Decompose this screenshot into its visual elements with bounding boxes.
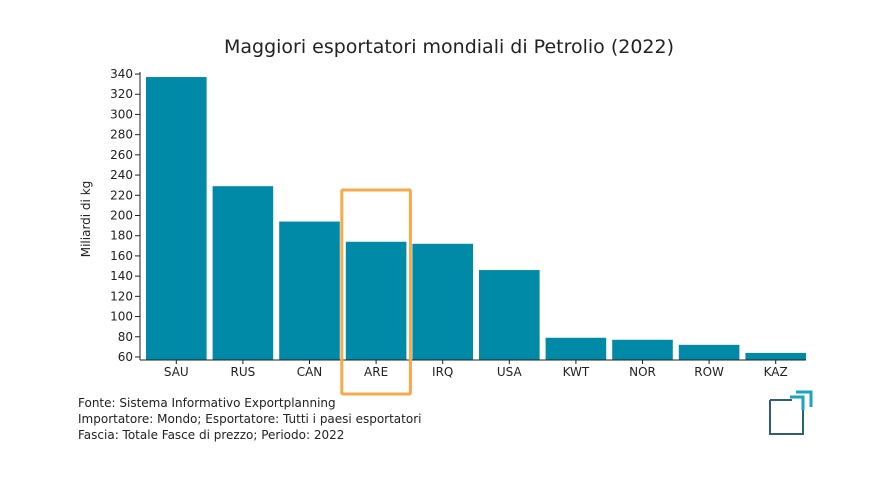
y-tick-label: 300 [110, 107, 133, 121]
y-tick-label: 120 [110, 289, 133, 303]
range-line: Fascia: Totale Fasce di prezzo; Periodo:… [78, 428, 345, 442]
x-tick-label: SAU [164, 365, 189, 379]
bar-usa [479, 270, 540, 360]
y-tick-label: 320 [110, 87, 133, 101]
x-tick-label: USA [497, 365, 523, 379]
y-tick-label: 100 [110, 310, 133, 324]
y-tick-label: 140 [110, 269, 133, 283]
x-axis: SAU RUS CAN ARE IRQ USA KWT NOR ROW KAZ [140, 359, 806, 379]
y-axis: 60 80 100 120 140 160 180 200 220 240 260 280 300 320… [110, 67, 141, 364]
y-tick-label: 220 [110, 188, 133, 202]
x-tick-label: IRQ [432, 365, 453, 379]
x-tick-label: KAZ [764, 365, 788, 379]
y-tick-label: 280 [110, 128, 133, 142]
x-tick-label: ARE [364, 365, 388, 379]
x-tick-label: ROW [694, 365, 724, 379]
y-tick-label: 240 [110, 168, 133, 182]
y-tick-label: 80 [118, 330, 133, 344]
bar-nor [612, 339, 673, 360]
logo-accent-outer [796, 390, 813, 407]
y-tick-label: 180 [110, 229, 133, 243]
x-tick-label: NOR [629, 365, 656, 379]
highlight-box [340, 188, 412, 396]
y-tick-label: 260 [110, 148, 133, 162]
x-tick-label: CAN [297, 365, 323, 379]
source-line: Fonte: Sistema Informativo Exportplannin… [78, 396, 336, 410]
chart-title: Maggiori esportatori mondiali di Petroli… [224, 36, 674, 58]
highlight-rect [340, 188, 412, 396]
bar-kaz [745, 352, 806, 360]
y-tick-label: 200 [110, 208, 133, 222]
bar-rus [212, 186, 274, 360]
exportplanning-logo [769, 390, 813, 435]
y-tick-label: 160 [110, 249, 133, 263]
bar-sau [146, 77, 207, 360]
logo-square [769, 400, 804, 435]
bar-kwt [545, 337, 607, 360]
x-tick-label: KWT [563, 365, 590, 379]
y-axis-label: Miliardi di kg [79, 181, 93, 258]
y-tick-label: 340 [110, 67, 133, 81]
bar-row [678, 344, 740, 360]
bar-can [279, 221, 340, 360]
logo-accent-inner [790, 395, 805, 410]
bar-irq [412, 243, 473, 360]
bars [146, 77, 806, 360]
source-notes: Fonte: Sistema Informativo Exportplannin… [78, 395, 421, 443]
y-tick-label: 60 [118, 350, 133, 364]
importer-line: Importatore: Mondo; Esportatore: Tutti i… [78, 412, 422, 426]
bar-are [345, 241, 407, 360]
x-tick-label: RUS [231, 365, 256, 379]
